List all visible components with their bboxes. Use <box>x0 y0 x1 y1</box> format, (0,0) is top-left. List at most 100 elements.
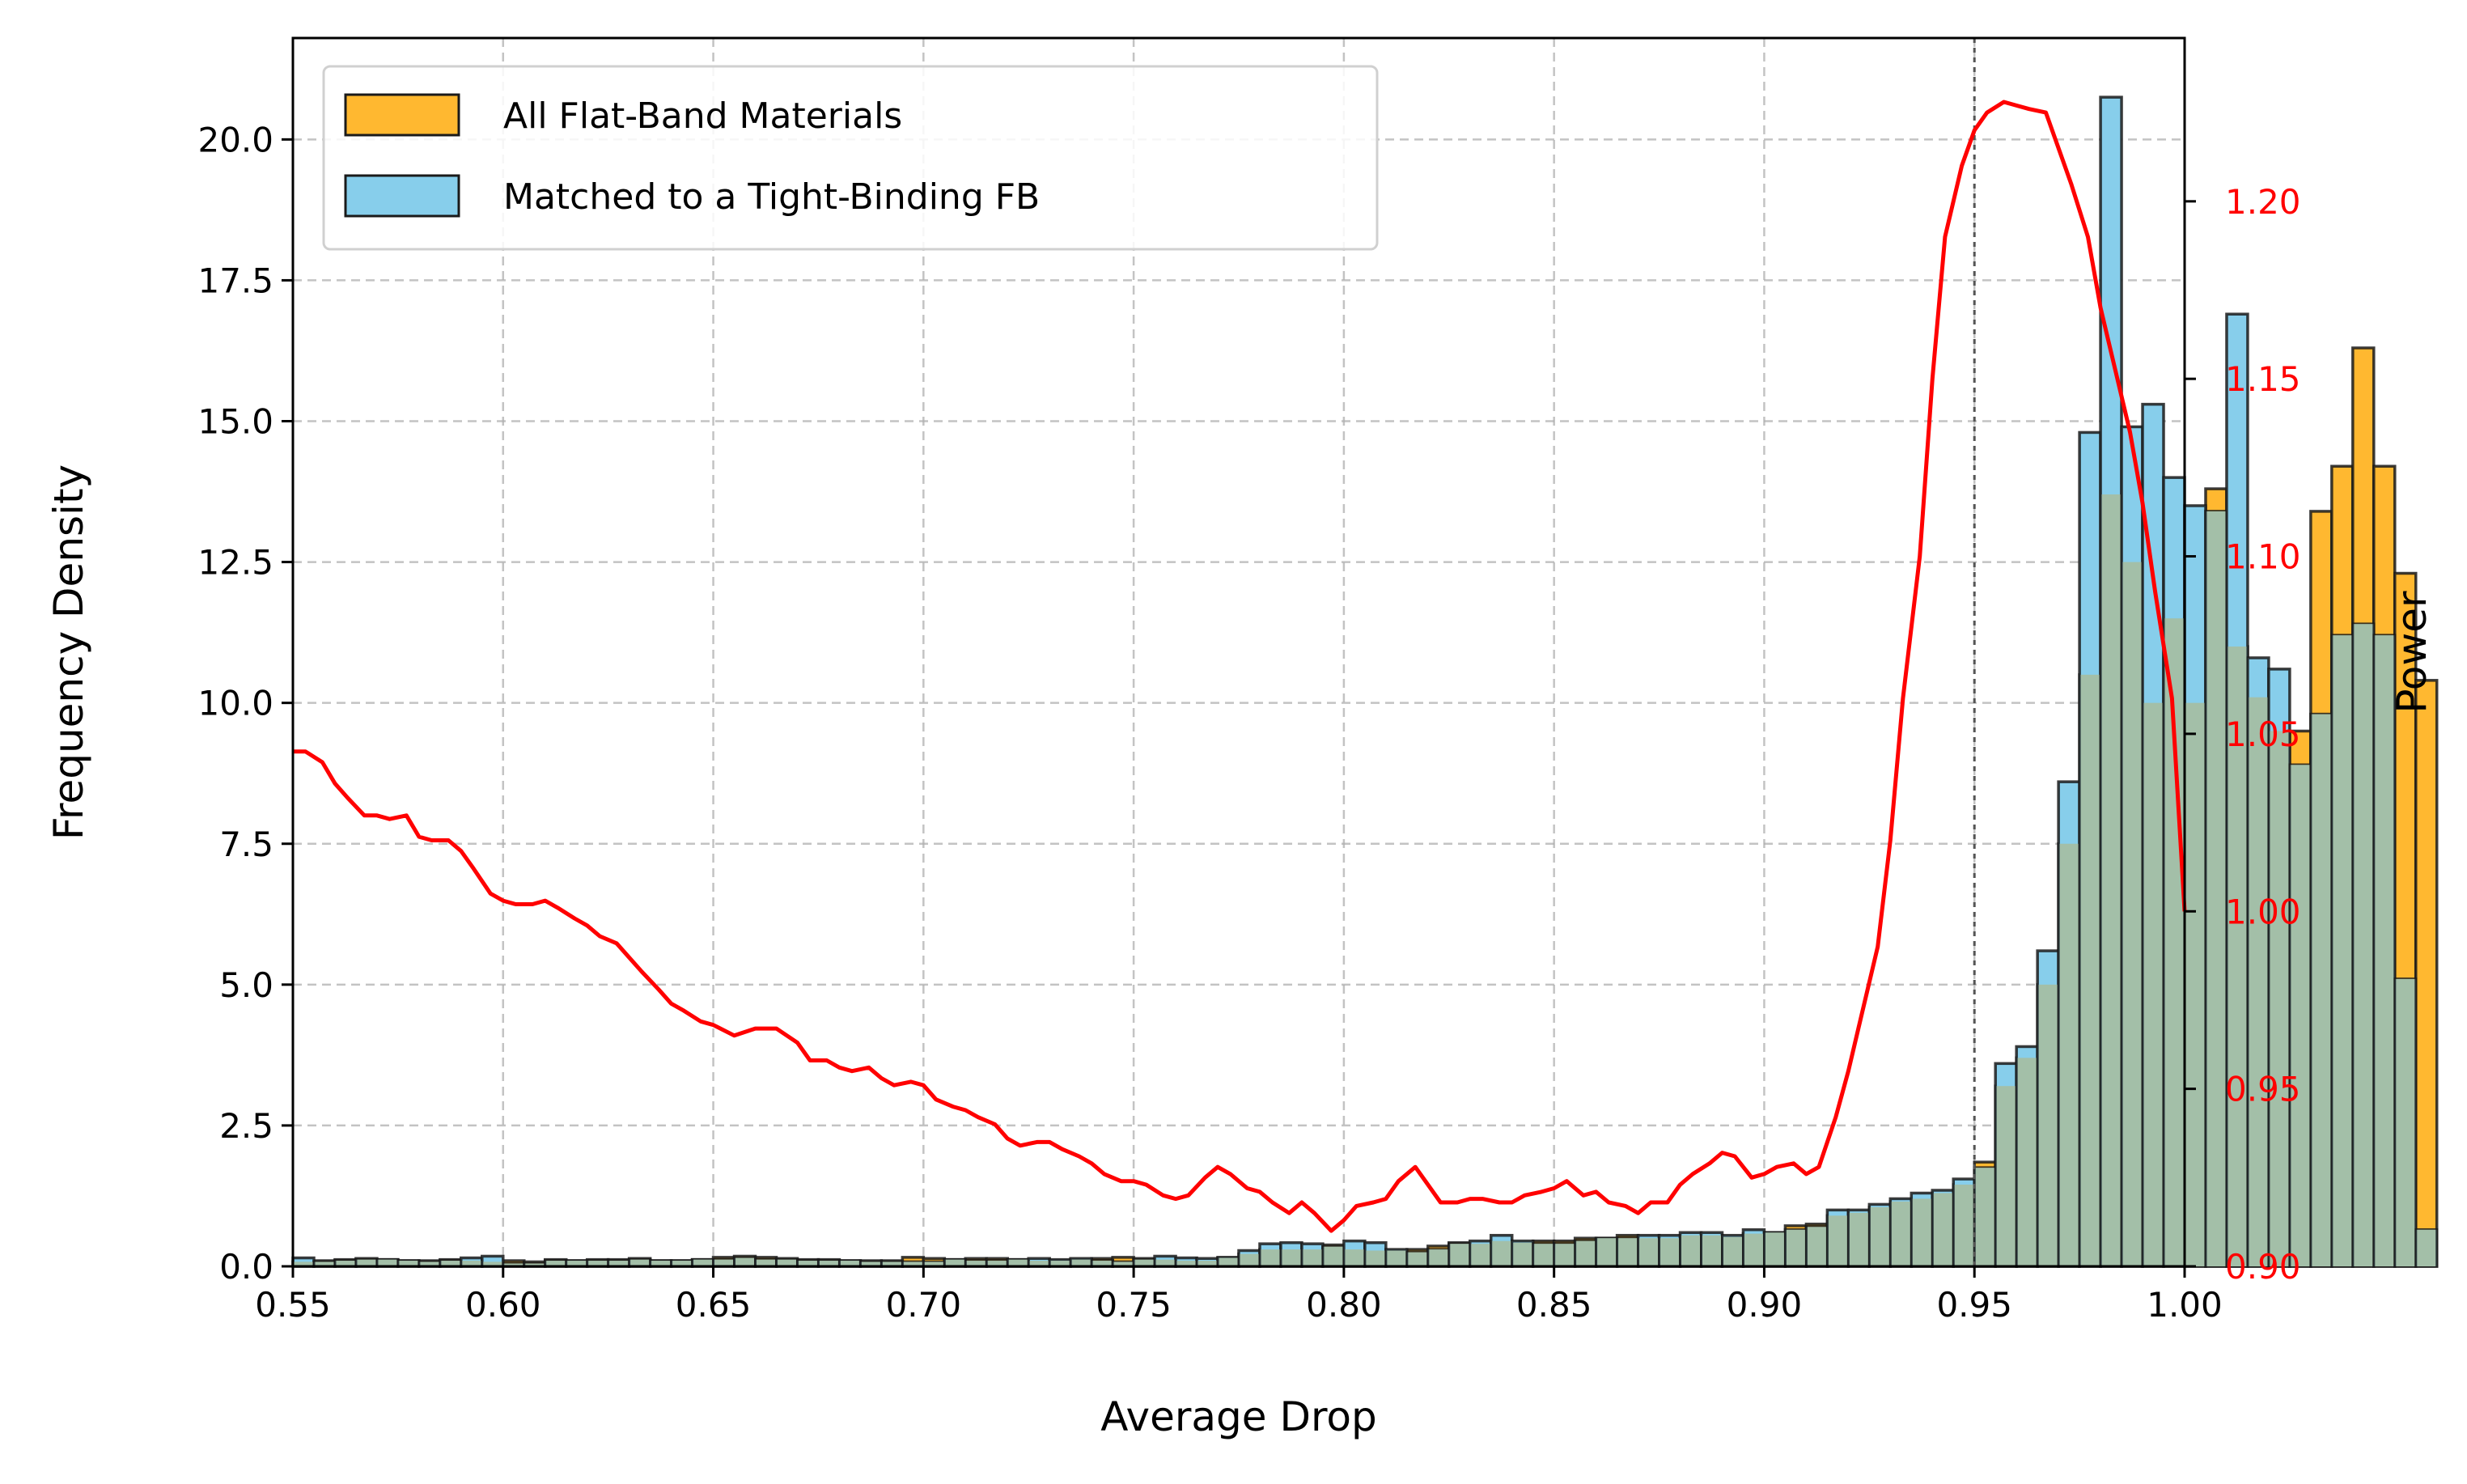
bar-overlap <box>1996 1086 2016 1266</box>
bar-overlap <box>966 1261 986 1266</box>
bar-overlap <box>1134 1259 1154 1266</box>
bar-overlap <box>1954 1185 1973 1266</box>
bar-overlap <box>483 1261 502 1266</box>
y2-axis-ticks: 0.90 0.95 1.00 1.05 1.10 1.15 1.20 <box>2185 182 2301 1287</box>
x-tick-label: 0.95 <box>1936 1285 2012 1325</box>
x-axis-title: Average Drop <box>1100 1393 1377 1440</box>
bar-overlap <box>777 1259 796 1266</box>
legend-label-matched: Matched to a Tight-Binding FB <box>503 176 1040 218</box>
bar-overlap <box>1492 1240 1511 1266</box>
bar-overlap <box>1807 1227 1826 1266</box>
bar-overlap <box>735 1257 755 1266</box>
y-axis-ticks: 0.0 2.5 5.0 7.5 10.0 12.5 15.0 17.5 20.0 <box>197 120 293 1287</box>
y-tick-label: 5.0 <box>219 965 273 1005</box>
bar-overlap <box>630 1259 650 1266</box>
legend: All Flat-Band Materials Matched to a Tig… <box>322 65 1379 251</box>
bar-overlap <box>1303 1249 1322 1266</box>
y-tick-label: 12.5 <box>197 543 273 583</box>
bar-overlap <box>1849 1212 1868 1266</box>
bar-overlap <box>1618 1238 1638 1266</box>
bar-overlap <box>1534 1244 1554 1266</box>
bar-overlap <box>1345 1249 1364 1266</box>
bar-overlap <box>2143 702 2163 1266</box>
x-tick-label: 0.60 <box>465 1285 541 1325</box>
x-tick-label: 0.85 <box>1516 1285 1592 1325</box>
bar-overlap <box>2396 978 2415 1266</box>
bar-overlap <box>504 1263 523 1266</box>
legend-label-all: All Flat-Band Materials <box>503 95 902 137</box>
bar-overlap <box>336 1261 355 1266</box>
bar-overlap <box>462 1261 481 1266</box>
bar-overlap <box>1029 1261 1049 1266</box>
bar-overlap <box>2038 984 2058 1266</box>
bar-overlap <box>987 1261 1007 1266</box>
bar-overlap <box>2354 624 2373 1266</box>
bar-overlap <box>1702 1235 1721 1266</box>
bar-overlap <box>378 1259 397 1266</box>
bar-overlap <box>441 1261 460 1266</box>
bar-overlap <box>357 1259 376 1266</box>
y2-tick-label: 0.90 <box>2225 1247 2301 1287</box>
bar-overlap <box>2249 697 2268 1266</box>
bar-overlap <box>924 1261 943 1266</box>
bar-overlap <box>1113 1261 1133 1266</box>
bar-all <box>2414 679 2439 1268</box>
bar-overlap <box>609 1261 629 1266</box>
bar-overlap <box>1660 1238 1680 1266</box>
bar-overlap <box>1597 1238 1617 1266</box>
bar-overlap <box>1092 1261 1112 1266</box>
x-axis-ticks: 0.55 0.60 0.65 0.70 0.75 0.80 0.85 0.90 0.95 1.00 <box>255 1266 2223 1325</box>
bar-overlap <box>2375 635 2394 1266</box>
y2-tick-label: 1.00 <box>2225 892 2301 931</box>
bar-overlap <box>1219 1257 1238 1266</box>
bar-overlap <box>567 1261 587 1266</box>
y2-tick-label: 1.10 <box>2225 537 2301 577</box>
bar-overlap <box>1282 1249 1301 1266</box>
y-tick-label: 0.0 <box>219 1247 273 1287</box>
bar-overlap <box>2312 714 2331 1266</box>
bar-overlap <box>1765 1232 1784 1266</box>
bar-overlap <box>588 1261 608 1266</box>
bar-overlap <box>315 1261 334 1266</box>
y2-tick-label: 1.15 <box>2225 359 2301 399</box>
bar-overlap <box>546 1261 566 1266</box>
bar-overlap <box>1786 1229 1805 1266</box>
bar-overlap <box>1155 1259 1175 1266</box>
bar-overlap <box>840 1261 859 1266</box>
x-tick-label: 0.75 <box>1096 1285 1172 1325</box>
bar-overlap <box>1366 1250 1385 1266</box>
bars-overlap <box>294 494 2436 1266</box>
bar-overlap <box>903 1261 922 1266</box>
y-tick-label: 15.0 <box>197 402 273 442</box>
bar-overlap <box>1513 1242 1532 1266</box>
bar-overlap <box>2206 511 2226 1266</box>
bar-overlap <box>1723 1236 1742 1266</box>
bar-overlap <box>1071 1259 1091 1266</box>
bar-overlap <box>2291 765 2310 1266</box>
bar-overlap <box>1324 1246 1343 1266</box>
plot-frame <box>291 36 2186 1268</box>
legend-swatch-matched <box>344 174 460 218</box>
bar-overlap <box>1408 1252 1427 1266</box>
bar-overlap <box>2080 674 2100 1266</box>
bar-overlap <box>1891 1201 1910 1266</box>
bar-overlap <box>1176 1261 1196 1266</box>
y-axis-title: Frequency Density <box>45 464 92 840</box>
bar-overlap <box>1639 1238 1659 1266</box>
bar-overlap <box>1429 1249 1448 1266</box>
bar-overlap <box>2101 494 2121 1266</box>
bar-overlap <box>882 1261 901 1266</box>
bar-overlap <box>399 1261 418 1266</box>
bar-overlap <box>798 1261 817 1266</box>
bar-overlap <box>1240 1253 1259 1266</box>
bar-overlap <box>861 1261 880 1266</box>
bar-overlap <box>2185 702 2205 1266</box>
bar-overlap <box>1912 1198 1931 1266</box>
bar-overlap <box>420 1261 439 1266</box>
bar-overlap <box>1870 1206 1889 1266</box>
bar-overlap <box>1450 1244 1469 1266</box>
x-tick-label: 1.00 <box>2147 1285 2223 1325</box>
bar-overlap <box>1681 1235 1701 1266</box>
y2-axis-title: Power <box>2389 591 2435 714</box>
